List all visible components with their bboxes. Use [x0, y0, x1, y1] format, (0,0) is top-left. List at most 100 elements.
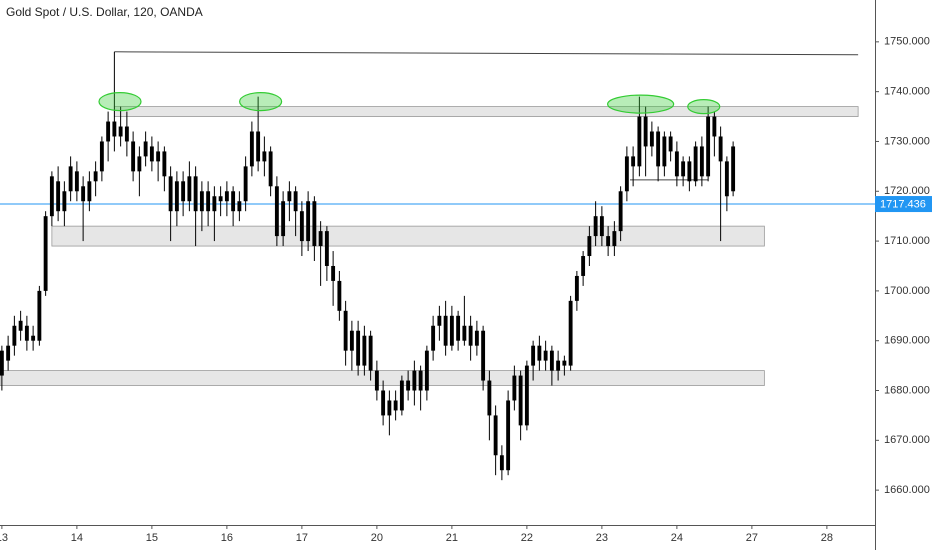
y-tick-label: 1660.000: [884, 484, 930, 496]
candle-body: [687, 161, 692, 182]
y-tick-label: 1720.000: [884, 185, 930, 197]
candle-body: [699, 146, 704, 177]
candle-body: [693, 146, 698, 182]
candle-body: [487, 380, 492, 416]
candle-body: [318, 231, 323, 247]
candle-body: [556, 360, 561, 371]
candle-body: [474, 330, 479, 346]
candle-body: [531, 345, 536, 366]
candle-body: [562, 360, 567, 366]
y-tick-label: 1670.000: [884, 434, 930, 446]
candle-body: [599, 216, 604, 237]
candle-body: [406, 380, 411, 391]
candle-body: [349, 330, 354, 351]
candle-body: [468, 325, 473, 346]
y-tick-label: 1700.000: [884, 285, 930, 297]
candle-body: [449, 315, 454, 346]
x-tick-label: 20: [371, 532, 383, 544]
candle-body: [624, 156, 629, 192]
candle-body: [506, 400, 511, 471]
x-tick-label: 28: [821, 532, 833, 544]
candle-body: [362, 335, 367, 366]
candle-body: [512, 375, 517, 401]
candle-body: [387, 400, 392, 416]
candle-body: [262, 151, 267, 162]
candle-body: [24, 325, 29, 341]
candle-body: [156, 151, 161, 162]
candle-body: [437, 315, 442, 326]
x-tick-label: 15: [146, 532, 158, 544]
candle-body: [187, 176, 192, 202]
candle-body: [287, 191, 292, 202]
highlight-ellipse: [98, 92, 142, 112]
candle-body: [68, 166, 73, 192]
y-tick-label: 1690.000: [884, 335, 930, 347]
candle-body: [293, 191, 298, 212]
zone: [0, 370, 765, 386]
candle-body: [368, 335, 373, 371]
candle-body: [412, 370, 417, 391]
candle-body: [118, 126, 123, 137]
y-tick-label: 1730.000: [884, 135, 930, 147]
candle-body: [224, 191, 229, 202]
candle-body: [518, 375, 523, 426]
candle-body: [124, 126, 129, 142]
x-tick-label: 21: [446, 532, 458, 544]
y-tick-label: 1680.000: [884, 384, 930, 396]
candle-body: [74, 171, 79, 192]
trend-line: [114, 51, 859, 56]
candle-body: [87, 181, 92, 202]
candle-body: [462, 325, 467, 341]
zone: [51, 225, 765, 247]
candle-body: [49, 176, 54, 217]
candle-body: [524, 365, 529, 426]
candle-body: [274, 186, 279, 237]
candle-body: [12, 325, 17, 346]
x-tick-label: 23: [596, 532, 608, 544]
candle-body: [43, 216, 48, 291]
candle-body: [618, 191, 623, 232]
candle-body: [324, 231, 329, 266]
candle-body: [493, 415, 498, 456]
candle-body: [137, 156, 142, 172]
candle-body: [668, 136, 673, 152]
candle-body: [249, 131, 254, 167]
candle-body: [93, 171, 98, 182]
candle-body: [731, 146, 736, 192]
candle-body: [256, 131, 261, 162]
candle-body: [381, 390, 386, 416]
candle-body: [456, 315, 461, 341]
candle-body: [718, 136, 723, 162]
candle-body: [199, 191, 204, 212]
candle-body: [62, 191, 67, 212]
last-price-badge: [875, 196, 932, 213]
candle-body: [18, 320, 23, 331]
candle-body: [37, 290, 42, 341]
x-tick-label: 14: [71, 532, 83, 544]
candle-body: [568, 300, 573, 366]
candle-body: [481, 330, 486, 381]
candle-body: [299, 211, 304, 242]
candle-body: [399, 380, 404, 411]
candle-body: [243, 166, 248, 202]
candle-body: [581, 256, 586, 276]
candle-body: [143, 141, 148, 157]
candle-body: [637, 116, 642, 167]
candle-body: [393, 400, 398, 411]
candle-body: [193, 176, 198, 212]
candle-body: [331, 265, 336, 281]
y-tick-label: 1740.000: [884, 86, 930, 98]
candle-body: [424, 350, 429, 391]
candle-body: [643, 116, 648, 147]
candle-body: [56, 181, 61, 212]
candle-body: [681, 161, 686, 177]
candle-body: [656, 131, 661, 167]
candle-body: [649, 131, 654, 147]
candle-body: [418, 370, 423, 391]
candle-body: [499, 455, 504, 471]
candle-body: [662, 136, 667, 167]
candle-body: [337, 280, 342, 311]
candle-body: [537, 345, 542, 361]
